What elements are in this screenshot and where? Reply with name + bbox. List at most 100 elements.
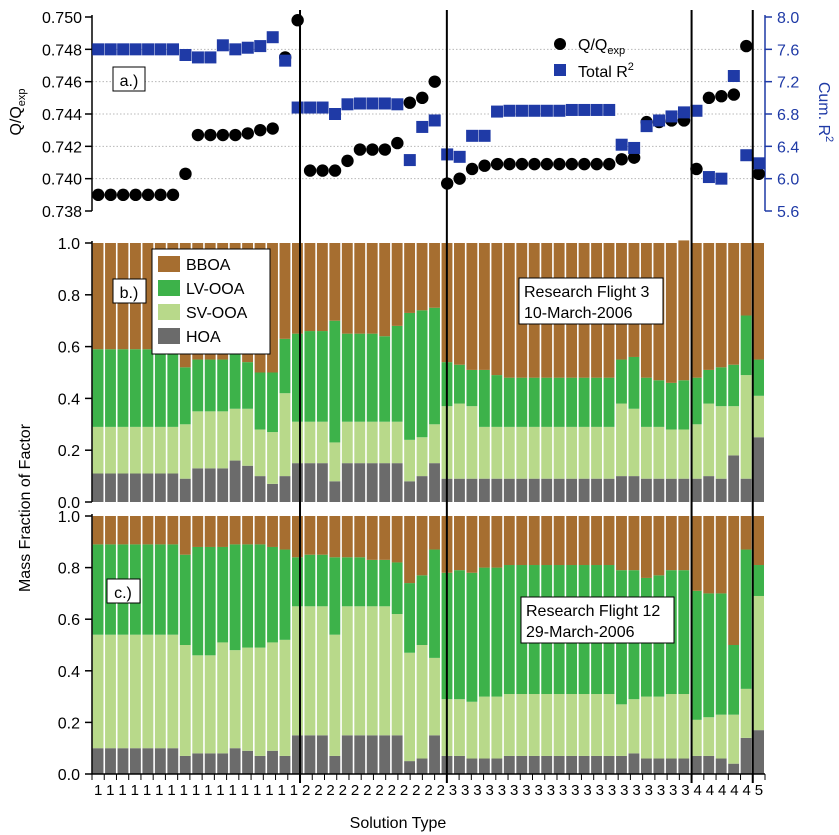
x-tick-label: 3 — [522, 782, 530, 799]
q-ratio-point — [254, 123, 267, 137]
q-ratio-point — [702, 91, 716, 105]
bar-lv-ooa — [728, 364, 740, 407]
bar-lv-ooa — [478, 567, 490, 697]
r2-point — [291, 101, 304, 114]
bar-sv-ooa — [478, 426, 490, 479]
bar-lv-ooa — [466, 369, 478, 407]
bar-hoa — [753, 730, 764, 774]
q-ratio-point — [578, 157, 591, 171]
r2-point — [453, 150, 466, 163]
bar-bboa — [279, 516, 291, 550]
bar-sv-ooa — [640, 426, 652, 479]
q-ratio-point — [553, 157, 566, 171]
bar-lv-ooa — [503, 565, 515, 695]
x-tick-label: 2 — [424, 782, 432, 799]
bar-sv-ooa — [204, 411, 216, 469]
bar-hoa — [341, 735, 353, 774]
q-ratio-point — [478, 159, 491, 172]
annotation-box — [518, 277, 664, 325]
x-tick-label: 1 — [204, 782, 212, 799]
panel-a-scatter: 0.738 0.740 0.742 0.744 0.746 0.748 0.750 5.6 6.… — [8, 10, 835, 221]
bar-lv-ooa — [703, 369, 715, 404]
bar-lv-ooa — [267, 546, 278, 643]
r2-point — [727, 70, 740, 83]
bar-hoa — [503, 755, 515, 774]
r2-point — [690, 104, 703, 117]
bar-sv-ooa — [341, 606, 353, 736]
bar-lv-ooa — [753, 359, 764, 396]
bar-bboa — [329, 243, 341, 321]
bar-hoa — [491, 478, 503, 502]
r2-point — [565, 103, 578, 116]
bar-hoa — [640, 758, 652, 774]
legend-factors: BBOA LV-OOA SV-OOA HOA — [151, 248, 271, 355]
bar-bboa — [404, 243, 416, 313]
bar-sv-ooa — [217, 642, 229, 754]
bar-sv-ooa — [678, 429, 690, 479]
r2-point — [615, 138, 628, 151]
bar-lv-ooa — [566, 377, 578, 427]
legend-swatch-hoa — [158, 328, 180, 344]
bar-hoa — [117, 473, 129, 502]
bar-sv-ooa — [329, 634, 341, 756]
bar-bboa — [304, 516, 316, 555]
bar-sv-ooa — [391, 614, 403, 736]
x-tick-label: 3 — [486, 782, 494, 799]
bar-sv-ooa — [690, 424, 702, 479]
legend-swatch-lv-ooa — [158, 280, 180, 296]
r2-point — [640, 120, 653, 133]
bar-hoa — [466, 478, 478, 502]
bar-lv-ooa — [591, 377, 602, 427]
bar-sv-ooa — [105, 634, 116, 749]
bar-lv-ooa — [242, 544, 254, 648]
bar-bboa — [591, 516, 602, 566]
bar-lv-ooa — [105, 349, 116, 427]
r2-point — [590, 103, 603, 116]
bar-lv-ooa — [167, 349, 179, 427]
bar-sv-ooa — [603, 426, 615, 479]
y-right-tick-label: 5.6 — [777, 204, 799, 221]
q-ratio-point — [241, 127, 254, 140]
bar-sv-ooa — [541, 426, 553, 479]
bar-lv-ooa — [154, 349, 166, 427]
bar-sv-ooa — [566, 426, 578, 479]
bar-hoa — [217, 753, 229, 774]
bar-hoa — [478, 478, 490, 502]
bar-bboa — [653, 516, 665, 576]
bar-hoa — [478, 758, 490, 774]
bar-hoa — [192, 468, 204, 502]
bar-lv-ooa — [678, 380, 690, 430]
bar-sv-ooa — [628, 699, 640, 754]
bar-bboa — [429, 243, 440, 308]
bar-bboa — [678, 516, 690, 571]
r2-point — [428, 114, 441, 127]
bar-hoa — [105, 748, 116, 774]
bar-hoa — [92, 473, 104, 502]
y-tick-label: 0.2 — [58, 715, 80, 732]
q-ratio-point — [216, 128, 230, 142]
bar-sv-ooa — [105, 426, 116, 474]
bar-sv-ooa — [254, 429, 266, 477]
q-ratio-point — [229, 128, 242, 142]
bar-sv-ooa — [466, 701, 478, 759]
x-tick-label: 1 — [253, 782, 261, 799]
bar-lv-ooa — [279, 338, 291, 394]
bar-sv-ooa — [154, 634, 166, 749]
annotation-line: Research Flight 3 — [524, 284, 649, 301]
bar-bboa — [715, 243, 727, 368]
x-tick-label: 2 — [351, 782, 359, 799]
bar-sv-ooa — [267, 432, 278, 484]
x-tick-label: 4 — [742, 782, 750, 799]
r2-point — [204, 51, 217, 64]
legend-label-sv-ooa: SV-OOA — [186, 305, 248, 322]
q-ratio-point — [116, 188, 130, 202]
bar-lv-ooa — [753, 565, 764, 596]
bar-bboa — [117, 516, 129, 545]
bar-lv-ooa — [740, 549, 752, 689]
bar-lv-ooa — [179, 554, 191, 645]
q-ratio-point — [603, 157, 616, 171]
q-ratio-point — [590, 157, 603, 171]
bar-sv-ooa — [429, 657, 440, 736]
bar-hoa — [690, 755, 702, 774]
